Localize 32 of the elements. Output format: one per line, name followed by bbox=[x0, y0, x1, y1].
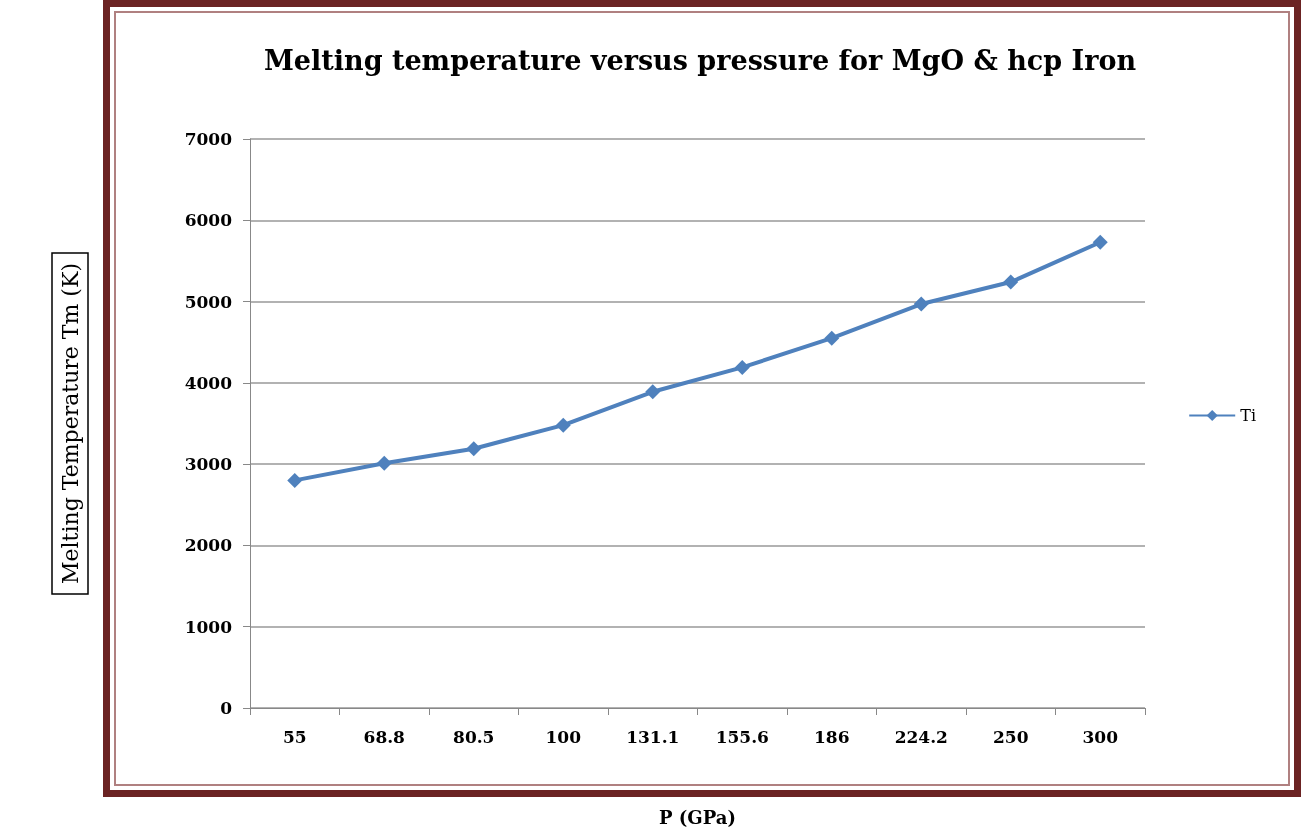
y-tick-label: 6000 bbox=[184, 210, 233, 231]
x-tick-label: 55 bbox=[282, 726, 307, 747]
point bbox=[287, 472, 303, 488]
x-tick-label: 300 bbox=[1082, 726, 1119, 747]
point bbox=[555, 417, 571, 433]
x-tick-label: 68.8 bbox=[363, 726, 405, 747]
y-axis-title: Melting Temperature Tm (K) bbox=[57, 263, 83, 584]
y-tick-label: 4000 bbox=[184, 372, 233, 393]
y-tick-label: 5000 bbox=[184, 291, 233, 312]
point bbox=[913, 296, 929, 312]
y-tick-label: 0 bbox=[220, 698, 233, 718]
y-tick-label: 7000 bbox=[184, 129, 233, 149]
point bbox=[824, 330, 840, 346]
x-tick-label: 250 bbox=[993, 726, 1029, 747]
x-tick-label: 186 bbox=[814, 726, 850, 747]
point bbox=[1092, 234, 1108, 250]
point bbox=[376, 455, 392, 471]
x-tick-label: 155.6 bbox=[715, 726, 769, 747]
legend-label: Ti bbox=[1240, 406, 1257, 425]
chart-title: Melting temperature versus pressure for MgO & hcp Iron bbox=[263, 45, 1137, 76]
y-tick-label: 2000 bbox=[184, 535, 233, 556]
point bbox=[645, 384, 661, 400]
x-tick-label: 80.5 bbox=[453, 726, 495, 747]
x-tick-label: 224.2 bbox=[894, 726, 948, 747]
y-tick-label: 3000 bbox=[184, 454, 233, 475]
x-tick-label: 100 bbox=[545, 726, 582, 747]
x-axis-title: P (GPa) bbox=[659, 806, 736, 828]
point bbox=[466, 441, 482, 457]
point bbox=[1003, 274, 1019, 290]
y-tick-label: 1000 bbox=[184, 616, 233, 637]
x-tick-label: 131.1 bbox=[626, 726, 680, 747]
point bbox=[734, 359, 750, 375]
